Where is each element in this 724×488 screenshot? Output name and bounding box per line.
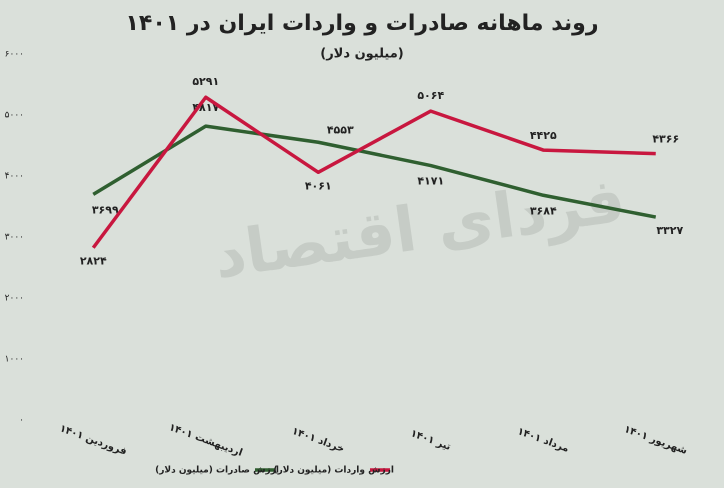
y-tick-label: ۰ [19, 416, 24, 426]
chart-subtitle: (میلیون دلار) [320, 47, 403, 62]
data-label: ۵۰۶۴ [417, 89, 444, 102]
data-label: ۴۱۷۱ [417, 175, 444, 188]
data-label: ۳۳۲۷ [656, 224, 683, 237]
y-tick-label: ۲۰۰۰ [5, 294, 24, 304]
data-label: ۴۵۵۳ [327, 123, 354, 136]
data-label: ۴۰۶۱ [305, 179, 332, 192]
data-label: ۲۸۲۴ [80, 255, 107, 268]
y-tick-label: ۶۰۰۰ [5, 50, 24, 60]
y-tick-label: ۵۰۰۰ [5, 111, 24, 121]
series-line [92, 124, 657, 219]
y-tick-label: ۱۰۰۰ [5, 355, 24, 365]
data-label: ۴۴۲۵ [530, 129, 557, 142]
y-tick-label: ۳۰۰۰ [5, 233, 24, 243]
data-label: ۳۶۹۹ [92, 203, 119, 216]
y-tick-label: ۴۰۰۰ [5, 172, 24, 182]
data-label: ۵۲۹۱ [192, 75, 219, 88]
data-label: ۴۳۶۶ [652, 133, 679, 146]
legend-label: ارزش واردات (میلیون دلار) [273, 466, 394, 476]
series-line [91, 95, 656, 249]
data-label: ۳۶۸۴ [530, 204, 557, 217]
chart-title: روند ماهانه صادرات و واردات ایران در ۱۴۰… [125, 11, 598, 36]
legend-label: ارزش صادرات (میلیون دلار) [155, 466, 279, 476]
